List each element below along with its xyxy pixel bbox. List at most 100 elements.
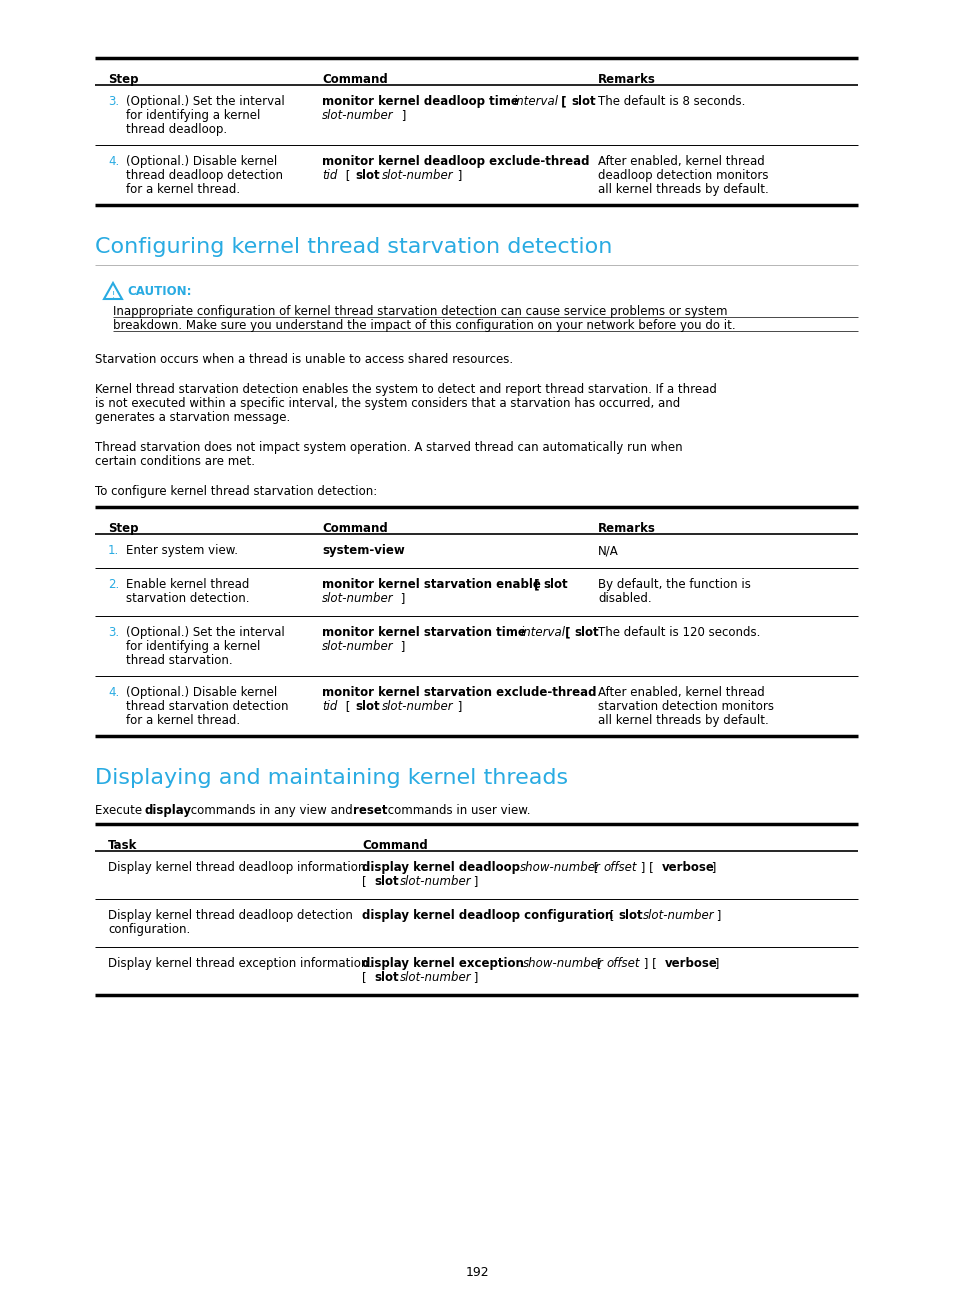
Text: [: [ — [341, 700, 354, 713]
Text: Inappropriate configuration of kernel thread starvation detection can cause serv: Inappropriate configuration of kernel th… — [112, 305, 727, 318]
Text: tid: tid — [322, 700, 337, 713]
Text: ]: ] — [470, 971, 477, 984]
Text: Remarks: Remarks — [598, 73, 655, 86]
Text: commands in user view.: commands in user view. — [384, 804, 530, 816]
Text: Task: Task — [108, 839, 137, 851]
Text: Display kernel thread deadloop detection: Display kernel thread deadloop detection — [108, 908, 353, 921]
Text: 1.: 1. — [108, 544, 119, 557]
Text: starvation detection monitors: starvation detection monitors — [598, 700, 773, 713]
Text: deadloop detection monitors: deadloop detection monitors — [598, 168, 768, 181]
Text: show-number: show-number — [522, 956, 603, 969]
Text: verbose: verbose — [661, 861, 714, 874]
Text: ]: ] — [397, 109, 406, 122]
Text: display: display — [145, 804, 192, 816]
Text: configuration.: configuration. — [108, 923, 190, 936]
Text: After enabled, kernel thread: After enabled, kernel thread — [598, 686, 764, 699]
Text: ]: ] — [396, 592, 405, 605]
Text: Kernel thread starvation detection enables the system to detect and report threa: Kernel thread starvation detection enabl… — [95, 384, 716, 397]
Text: Starvation occurs when a thread is unable to access shared resources.: Starvation occurs when a thread is unabl… — [95, 353, 513, 365]
Text: slot-number: slot-number — [322, 109, 394, 122]
Text: [: [ — [361, 971, 370, 984]
Text: generates a starvation message.: generates a starvation message. — [95, 411, 290, 424]
Text: Enter system view.: Enter system view. — [126, 544, 237, 557]
Text: ]: ] — [454, 168, 462, 181]
Text: [: [ — [593, 956, 604, 969]
Text: The default is 8 seconds.: The default is 8 seconds. — [598, 95, 744, 108]
Text: slot: slot — [574, 626, 598, 639]
Text: slot-number: slot-number — [381, 700, 453, 713]
Text: ]: ] — [707, 861, 716, 874]
Text: Step: Step — [108, 73, 138, 86]
Text: display kernel deadloop: display kernel deadloop — [361, 861, 523, 874]
Text: [: [ — [341, 168, 354, 181]
Text: 3.: 3. — [108, 626, 119, 639]
Text: slot-number: slot-number — [399, 875, 471, 888]
Text: disabled.: disabled. — [598, 592, 651, 605]
Text: for a kernel thread.: for a kernel thread. — [126, 183, 240, 196]
Text: monitor kernel starvation enable: monitor kernel starvation enable — [322, 578, 540, 591]
Text: breakdown. Make sure you understand the impact of this configuration on your net: breakdown. Make sure you understand the … — [112, 319, 735, 332]
Text: system-view: system-view — [322, 544, 404, 557]
Text: tid: tid — [322, 168, 337, 181]
Text: Command: Command — [322, 522, 387, 535]
Text: slot: slot — [374, 971, 398, 984]
Text: thread starvation.: thread starvation. — [126, 654, 233, 667]
Text: (Optional.) Disable kernel: (Optional.) Disable kernel — [126, 686, 277, 699]
Text: offset: offset — [602, 861, 636, 874]
Text: (Optional.) Disable kernel: (Optional.) Disable kernel — [126, 156, 277, 168]
Text: By default, the function is: By default, the function is — [598, 578, 750, 591]
Text: all kernel threads by default.: all kernel threads by default. — [598, 183, 768, 196]
Text: slot-number: slot-number — [381, 168, 453, 181]
Text: thread deadloop detection: thread deadloop detection — [126, 168, 283, 181]
Text: CAUTION:: CAUTION: — [127, 285, 192, 298]
Text: Displaying and maintaining kernel threads: Displaying and maintaining kernel thread… — [95, 769, 568, 788]
Text: for identifying a kernel: for identifying a kernel — [126, 109, 260, 122]
Text: all kernel threads by default.: all kernel threads by default. — [598, 714, 768, 727]
Text: display kernel deadloop configuration: display kernel deadloop configuration — [361, 908, 613, 921]
Text: for a kernel thread.: for a kernel thread. — [126, 714, 240, 727]
Text: [: [ — [589, 861, 601, 874]
Text: 192: 192 — [465, 1266, 488, 1279]
Text: reset: reset — [353, 804, 387, 816]
Text: for identifying a kernel: for identifying a kernel — [126, 640, 260, 653]
Text: verbose: verbose — [664, 956, 717, 969]
Text: monitor kernel deadloop time: monitor kernel deadloop time — [322, 95, 522, 108]
Text: ]: ] — [396, 640, 405, 653]
Text: [: [ — [605, 908, 618, 921]
Text: ]: ] — [712, 908, 720, 921]
Text: Display kernel thread exception information.: Display kernel thread exception informat… — [108, 956, 372, 969]
Text: [: [ — [530, 578, 543, 591]
Text: [: [ — [361, 875, 370, 888]
Text: ]: ] — [710, 956, 719, 969]
Text: thread deadloop.: thread deadloop. — [126, 123, 227, 136]
Text: interval: interval — [514, 95, 558, 108]
Text: monitor kernel starvation time: monitor kernel starvation time — [322, 626, 530, 639]
Text: Command: Command — [361, 839, 427, 851]
Text: Configuring kernel thread starvation detection: Configuring kernel thread starvation det… — [95, 237, 612, 257]
Text: 2.: 2. — [108, 578, 119, 591]
Text: monitor kernel starvation exclude-thread: monitor kernel starvation exclude-thread — [322, 686, 596, 699]
Text: [: [ — [557, 95, 570, 108]
Text: slot: slot — [542, 578, 567, 591]
Text: ] [: ] [ — [639, 956, 659, 969]
Text: Remarks: Remarks — [598, 522, 655, 535]
Text: Command: Command — [322, 73, 387, 86]
Text: ]: ] — [470, 875, 477, 888]
Text: (Optional.) Set the interval: (Optional.) Set the interval — [126, 626, 284, 639]
Text: N/A: N/A — [598, 544, 618, 557]
Text: Step: Step — [108, 522, 138, 535]
Text: ] [: ] [ — [637, 861, 657, 874]
Text: slot: slot — [355, 168, 379, 181]
Text: is not executed within a specific interval, the system considers that a starvati: is not executed within a specific interv… — [95, 397, 679, 410]
Text: slot: slot — [571, 95, 595, 108]
Text: After enabled, kernel thread: After enabled, kernel thread — [598, 156, 764, 168]
Text: Execute: Execute — [95, 804, 146, 816]
Text: !: ! — [112, 290, 114, 299]
Text: certain conditions are met.: certain conditions are met. — [95, 455, 254, 468]
Text: The default is 120 seconds.: The default is 120 seconds. — [598, 626, 760, 639]
Text: Enable kernel thread: Enable kernel thread — [126, 578, 249, 591]
Text: [: [ — [560, 626, 574, 639]
Text: offset: offset — [605, 956, 639, 969]
Text: display kernel exception: display kernel exception — [361, 956, 527, 969]
Text: slot-number: slot-number — [322, 640, 394, 653]
